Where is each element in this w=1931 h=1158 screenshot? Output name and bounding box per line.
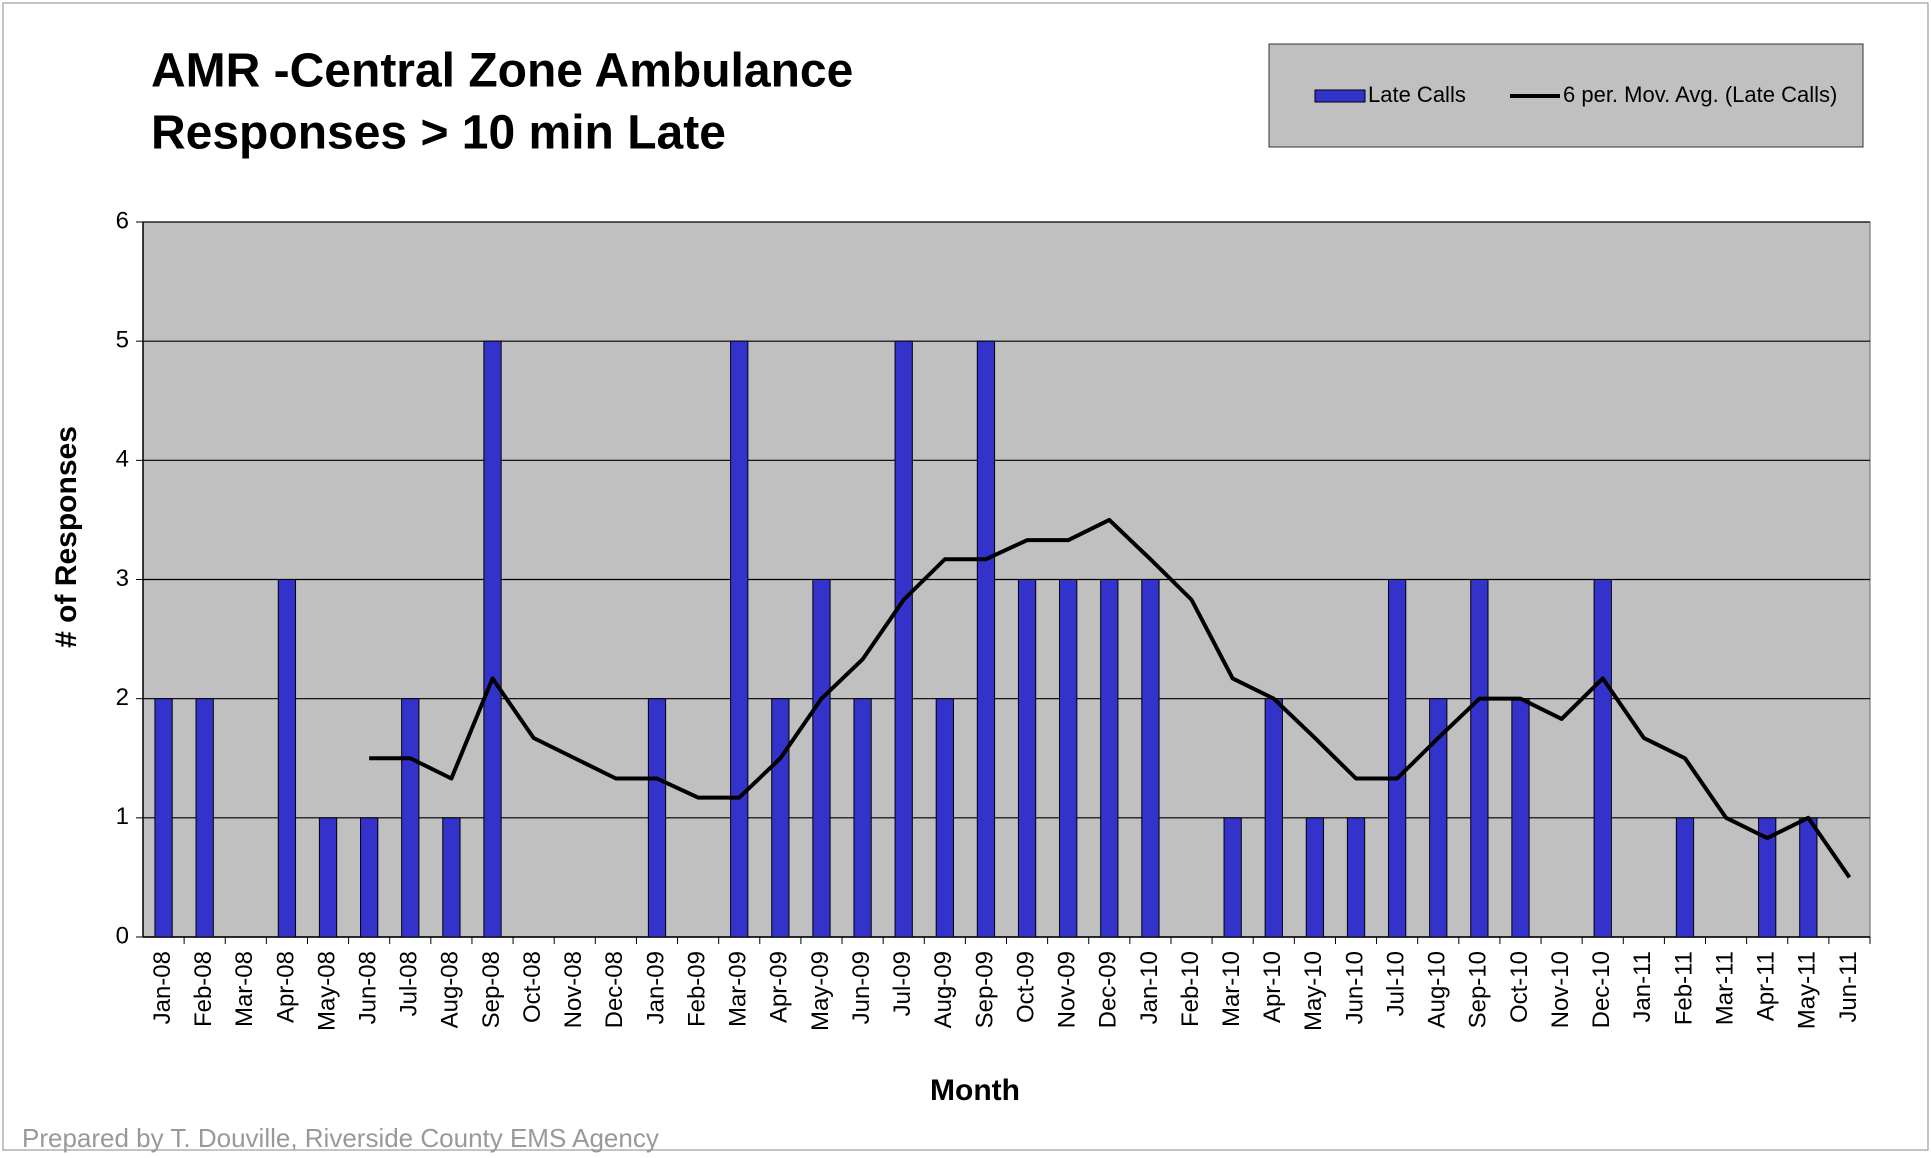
x-tick-label: Jun-10 [1341, 951, 1368, 1024]
x-tick-label: Feb-11 [1670, 951, 1697, 1025]
x-tick-label: Mar-10 [1218, 951, 1245, 1027]
bar [976, 340, 996, 938]
bar [647, 698, 667, 938]
y-tick-label: 1 [116, 803, 129, 830]
bar [1305, 817, 1325, 938]
x-tick-label: Oct-10 [1506, 951, 1533, 1023]
x-tick-label: Jun-08 [354, 951, 381, 1024]
footer: Prepared by T. Douville, Riverside Count… [22, 1123, 659, 1153]
y-tick-label: 2 [116, 684, 129, 711]
x-tick-label: Jul-08 [396, 951, 423, 1016]
x-tick-label: Mar-09 [725, 951, 752, 1027]
bar [1511, 698, 1530, 938]
chart-title: Responses > 10 min Late [151, 107, 726, 160]
x-axis-label: Month [930, 1074, 1020, 1107]
bar [360, 817, 379, 938]
bar [277, 579, 297, 938]
bar [401, 698, 420, 938]
bar [1059, 579, 1078, 938]
y-tick-label: 3 [116, 565, 129, 592]
x-tick-label: Aug-10 [1424, 951, 1451, 1028]
x-tick-label: Apr-11 [1753, 951, 1780, 1021]
bar [442, 817, 461, 938]
x-tick-label: Mar-08 [231, 951, 258, 1027]
x-tick-label: Feb-09 [683, 951, 710, 1027]
bar [853, 698, 872, 938]
x-tick-label: Feb-10 [1177, 951, 1204, 1027]
x-tick-label: May-10 [1300, 951, 1327, 1031]
bar [1100, 579, 1119, 938]
y-tick-label: 6 [116, 207, 129, 234]
x-tick-label: Aug-08 [437, 951, 464, 1028]
bar [1223, 817, 1242, 938]
bar [771, 698, 790, 938]
bar [1758, 817, 1777, 938]
bar [483, 340, 502, 938]
x-tick-label: Jul-10 [1382, 951, 1409, 1016]
x-tick-label: May-08 [313, 951, 340, 1031]
bar [1799, 817, 1818, 938]
x-tick-label: Jul-09 [889, 951, 916, 1016]
x-tick-label: Mar-11 [1711, 951, 1738, 1025]
bar [195, 698, 214, 938]
legend-swatch [1314, 89, 1366, 103]
x-tick-label: Apr-08 [272, 951, 299, 1023]
chart-title: AMR -Central Zone Ambulance [151, 45, 853, 98]
x-tick-label: Jun-09 [848, 951, 875, 1024]
x-tick-label: Dec-10 [1588, 951, 1615, 1028]
bar [1141, 579, 1160, 938]
bar [1593, 579, 1612, 938]
bar [894, 340, 913, 938]
x-tick-label: Jan-09 [642, 951, 669, 1024]
x-tick-label: Feb-08 [190, 951, 217, 1027]
x-tick-label: Jan-11 [1629, 951, 1656, 1023]
x-tick-label: Sep-09 [971, 951, 998, 1028]
x-tick-label: Jun-11 [1835, 951, 1862, 1023]
bar [812, 579, 831, 938]
bar [318, 817, 338, 938]
x-tick-label: Nov-10 [1547, 951, 1574, 1028]
y-tick-label: 0 [116, 922, 129, 949]
x-tick-label: Nov-09 [1054, 951, 1081, 1028]
bar [1264, 698, 1283, 938]
y-tick-label: 5 [116, 327, 129, 354]
bar [1017, 579, 1037, 938]
x-tick-label: Apr-09 [766, 951, 793, 1023]
y-tick-label: 4 [116, 446, 129, 473]
legend-label: Late Calls [1368, 82, 1466, 107]
x-tick-label: Jan-08 [149, 951, 176, 1024]
bar [1346, 817, 1366, 938]
x-tick-label: Aug-09 [930, 951, 957, 1028]
x-tick-label: Oct-08 [519, 951, 546, 1023]
x-tick-label: Sep-10 [1465, 951, 1492, 1028]
bar [1429, 698, 1448, 938]
x-tick-label: Nov-08 [560, 951, 587, 1028]
x-tick-label: May-09 [807, 951, 834, 1031]
y-axis-label: # of Responses [50, 426, 83, 648]
legend-label: 6 per. Mov. Avg. (Late Calls) [1563, 82, 1837, 107]
legend-box [1268, 43, 1864, 148]
bar [1675, 817, 1695, 938]
bar [1387, 579, 1407, 938]
x-tick-label: Apr-10 [1259, 951, 1286, 1023]
bar [1470, 579, 1489, 938]
moving-average-line [369, 517, 1852, 879]
bar [154, 698, 173, 938]
bar [730, 340, 749, 938]
x-tick-label: Sep-08 [478, 951, 505, 1028]
x-tick-label: Oct-09 [1012, 951, 1039, 1023]
x-tick-label: Dec-08 [601, 951, 628, 1028]
x-tick-label: May-11 [1794, 951, 1821, 1029]
x-tick-label: Dec-09 [1095, 951, 1122, 1028]
bar [935, 698, 954, 938]
x-tick-label: Jan-10 [1136, 951, 1163, 1024]
